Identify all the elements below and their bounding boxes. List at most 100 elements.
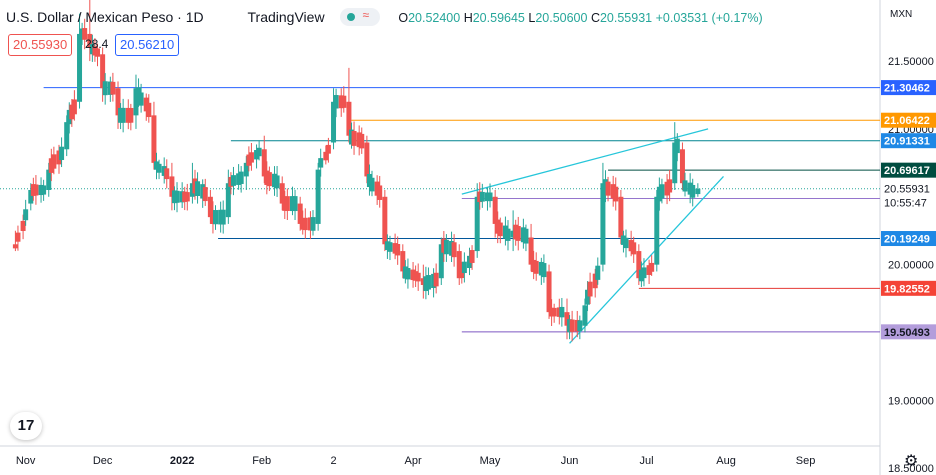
level-price-label: 20.19249 bbox=[884, 234, 930, 246]
sell-button[interactable]: 20.55930 bbox=[8, 34, 73, 56]
candle-body bbox=[431, 273, 437, 288]
level-price-label: 19.50493 bbox=[884, 327, 930, 339]
candle-body bbox=[243, 162, 249, 177]
candle-body bbox=[654, 196, 660, 265]
candle-body bbox=[156, 163, 162, 173]
candle-body bbox=[138, 92, 144, 106]
candle-body bbox=[33, 184, 39, 196]
candle-body bbox=[369, 177, 375, 192]
candle-body bbox=[210, 210, 216, 225]
candle-body bbox=[477, 191, 483, 203]
candle-body bbox=[438, 244, 444, 279]
candle-body bbox=[467, 255, 473, 269]
candle-body bbox=[318, 158, 324, 168]
candle-body bbox=[546, 271, 552, 313]
buy-button[interactable]: 20.56210 bbox=[115, 34, 180, 56]
candle-body bbox=[577, 320, 583, 332]
y-tick-label: 20.00000 bbox=[888, 260, 934, 272]
symbol-title[interactable]: U.S. Dollar / Mexican Peso · 1D bbox=[6, 9, 204, 25]
candle-body bbox=[133, 88, 139, 116]
candle-body bbox=[613, 186, 619, 202]
candle-body bbox=[359, 133, 365, 149]
candle-body bbox=[682, 180, 688, 192]
x-tick-label: Nov bbox=[16, 455, 36, 467]
level-price-label: 20.69617 bbox=[884, 165, 930, 177]
candle-body bbox=[12, 244, 18, 249]
candle-body bbox=[94, 48, 100, 57]
currency-label[interactable]: MXN bbox=[890, 9, 913, 20]
candle-body bbox=[656, 186, 662, 202]
candle-body bbox=[220, 209, 226, 225]
candle-body bbox=[631, 242, 637, 255]
candle-body bbox=[664, 181, 670, 196]
x-tick-label: Dec bbox=[93, 455, 113, 467]
candle-body bbox=[587, 281, 593, 297]
candle-body bbox=[136, 87, 142, 100]
candle-body bbox=[266, 172, 272, 187]
candle-body bbox=[487, 192, 493, 202]
candle-body bbox=[413, 271, 419, 281]
candle-body bbox=[559, 306, 565, 318]
candle-body bbox=[236, 173, 242, 185]
candle-body bbox=[420, 278, 426, 285]
ohlc-readout: O20.52400 H20.59645 L20.50600 C20.55931 … bbox=[398, 11, 762, 25]
candle-body bbox=[341, 95, 347, 108]
y-tick-label: 18.50000 bbox=[888, 463, 934, 475]
candle-body bbox=[174, 190, 180, 203]
y-tick-label: 21.50000 bbox=[888, 56, 934, 68]
candle-body bbox=[333, 95, 339, 109]
candle-body bbox=[238, 171, 244, 184]
candle-body bbox=[272, 173, 278, 188]
candle-body bbox=[169, 176, 175, 197]
candle-body bbox=[602, 179, 608, 193]
candle-body bbox=[297, 203, 303, 224]
x-tick-label: 2022 bbox=[170, 455, 194, 467]
last-price-tag bbox=[881, 181, 936, 212]
candle-body bbox=[323, 151, 329, 161]
spread-value: 28.4 bbox=[85, 37, 109, 51]
tradingview-logo-icon[interactable]: 17 bbox=[10, 412, 42, 440]
candle-body bbox=[128, 108, 134, 123]
low-label: L bbox=[528, 11, 536, 25]
market-status-pill[interactable]: ≈ bbox=[340, 8, 381, 27]
candle-body bbox=[338, 95, 344, 109]
high-value: 20.59645 bbox=[472, 11, 525, 25]
candle-body bbox=[620, 235, 626, 245]
candle-body bbox=[623, 237, 629, 249]
candle-body bbox=[495, 219, 501, 234]
candle-body bbox=[392, 243, 398, 254]
candle-body bbox=[107, 81, 113, 95]
candle-body bbox=[687, 182, 693, 195]
candle-body bbox=[382, 196, 388, 245]
candle-body bbox=[366, 174, 372, 187]
candle-body bbox=[246, 154, 252, 166]
level-price-tag bbox=[881, 231, 936, 247]
candle-body bbox=[315, 169, 321, 224]
x-tick-label: Aug bbox=[716, 455, 736, 467]
candle-body bbox=[102, 81, 108, 96]
candle-body bbox=[582, 305, 588, 326]
candle-body bbox=[289, 196, 295, 212]
candle-body bbox=[87, 33, 93, 48]
candle-body bbox=[274, 175, 280, 189]
candle-body bbox=[115, 88, 121, 116]
candle-body bbox=[302, 217, 308, 231]
high-label: H bbox=[463, 11, 473, 25]
candle-body bbox=[415, 272, 421, 282]
candle-body bbox=[400, 251, 406, 272]
candle-body bbox=[189, 183, 195, 197]
candle-body bbox=[595, 265, 601, 280]
countdown-label: 10:55:47 bbox=[884, 198, 927, 210]
candle-body bbox=[618, 196, 624, 238]
candle-body bbox=[71, 99, 77, 115]
candle-body bbox=[161, 166, 167, 176]
candle-body bbox=[292, 196, 298, 212]
candle-body bbox=[659, 184, 665, 199]
candle-body bbox=[264, 170, 270, 186]
gear-icon[interactable]: ⚙ bbox=[904, 453, 919, 470]
candle-body bbox=[48, 158, 54, 173]
candle-body bbox=[628, 240, 634, 252]
candle-body bbox=[346, 101, 352, 136]
level-price-tag bbox=[881, 133, 936, 149]
